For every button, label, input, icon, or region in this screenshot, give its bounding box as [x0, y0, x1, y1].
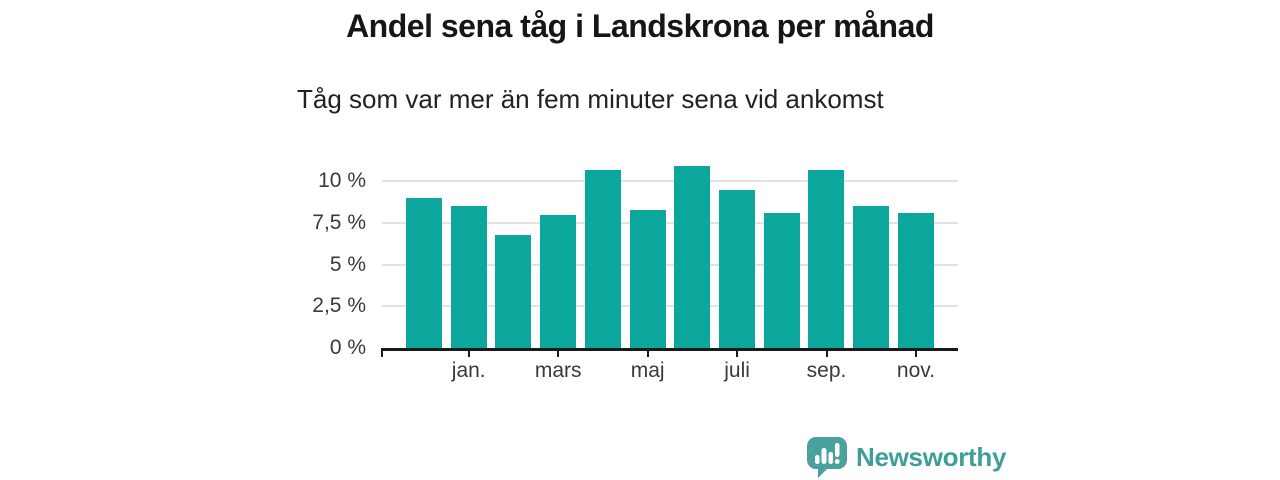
- newsworthy-icon: [806, 436, 848, 479]
- bar-maj: [629, 209, 666, 348]
- x-axis-tick: [736, 348, 739, 357]
- x-tick-label: juli: [724, 359, 750, 382]
- bar-sep.: [808, 169, 845, 348]
- gridline: [382, 222, 958, 224]
- bar-juli: [719, 189, 756, 348]
- newsworthy-logo-text: Newsworthy: [856, 442, 1007, 472]
- x-tick-label: mars: [534, 359, 582, 382]
- x-axis-tick: [557, 348, 560, 357]
- x-tick-label: nov.: [896, 359, 936, 382]
- x-axis: jan. mars maj juli sep. nov.: [381, 348, 958, 390]
- chart-title: Andel sena tåg i Landskrona per månad: [346, 8, 934, 44]
- y-tick-label: 5 %: [329, 252, 366, 276]
- y-axis: 0 % 2,5 % 5 % 7,5 % 10 %: [0, 158, 366, 359]
- gridline: [382, 180, 958, 183]
- y-tick-label: 10 %: [318, 169, 366, 193]
- x-axis-tick: [646, 348, 649, 357]
- y-tick-label: 2,5 %: [312, 294, 366, 318]
- bar-feb.: [495, 234, 532, 348]
- plot-area: [382, 158, 958, 348]
- bar-jan.: [450, 206, 487, 348]
- bar-dec.: [406, 198, 442, 348]
- bar-mars: [540, 214, 577, 348]
- gridline: [382, 263, 958, 266]
- x-tick-label: maj: [630, 359, 665, 382]
- bar-nov.: [897, 213, 934, 348]
- bar-okt.: [853, 206, 890, 348]
- x-axis-tick: [467, 348, 470, 357]
- newsworthy-logo[interactable]: Newsworthy: [806, 436, 1006, 479]
- x-tick-label: sep.: [806, 359, 847, 382]
- y-tick-label: 7,5 %: [312, 211, 366, 234]
- bar-juni: [674, 166, 711, 348]
- x-axis-tick: [915, 348, 917, 357]
- bar-series: [382, 158, 958, 348]
- chart-subtitle: Tåg som var mer än fem minuter sena vid …: [297, 84, 884, 114]
- speech-bubble-shape: [807, 437, 847, 478]
- y-tick-label: 0 %: [329, 336, 366, 359]
- x-tick-label: jan.: [451, 359, 486, 382]
- x-axis-tick: [825, 348, 828, 357]
- bar-apr.: [584, 169, 621, 348]
- x-axis-tick: [381, 348, 383, 357]
- gridline: [382, 305, 958, 308]
- x-axis-line: [382, 348, 958, 351]
- bar-aug.: [763, 213, 800, 348]
